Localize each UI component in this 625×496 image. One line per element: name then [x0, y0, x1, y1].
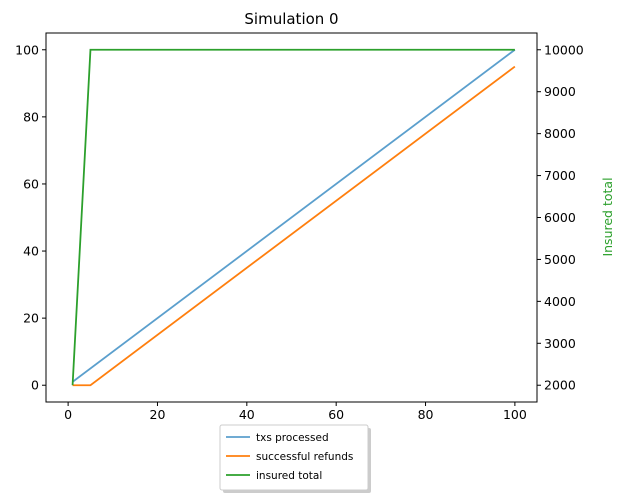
- x-tick-label: 20: [150, 407, 166, 422]
- y-right-tick-label: 2000: [544, 378, 576, 393]
- x-tick-label: 0: [64, 407, 72, 422]
- y-tick-label: 100: [15, 42, 39, 57]
- chart-title: Simulation 0: [244, 10, 338, 28]
- legend-label: successful refunds: [256, 451, 353, 463]
- y-right-tick-label: 7000: [544, 168, 576, 183]
- y-tick-label: 80: [23, 109, 39, 124]
- legend-label: insured total: [256, 470, 322, 482]
- y-tick-label: 60: [23, 176, 39, 191]
- legend-box: [219, 424, 369, 491]
- x-tick-label: 100: [503, 407, 527, 422]
- series-line-3: [71, 48, 515, 386]
- y-tick-label: 20: [23, 311, 39, 326]
- y-right-tick-label: 10000: [544, 42, 584, 57]
- y-right-tick-label: 8000: [544, 126, 576, 141]
- x-tick-label: 80: [418, 407, 434, 422]
- y-right-tick-label: 6000: [544, 210, 576, 225]
- y-right-tick-label: 4000: [544, 294, 576, 309]
- y-axis-right-ticks: 2000 3000 4000 5000 6000 7000 8000 9000 10000: [537, 42, 584, 393]
- y-tick-label: 40: [23, 244, 39, 259]
- y-right-tick-label: 3000: [544, 336, 576, 351]
- y-right-tick-label: 9000: [544, 84, 576, 99]
- y-axis-left-ticks: 0 20 40 60 80 100: [15, 42, 46, 393]
- x-tick-label: 60: [328, 407, 344, 422]
- y-right-tick-label: 5000: [544, 252, 576, 267]
- legend: txs processed successful refunds insured t…: [219, 424, 371, 493]
- legend-label: txs processed: [256, 432, 329, 444]
- x-axis-ticks: 0 20 40 60 80 100: [64, 402, 527, 422]
- y-tick-label: 0: [31, 378, 39, 393]
- series-line-2: [72, 65, 516, 387]
- y-axis-right-label: Insured total: [600, 177, 615, 256]
- x-tick-label: 40: [239, 407, 255, 422]
- series-line-1: [72, 49, 516, 383]
